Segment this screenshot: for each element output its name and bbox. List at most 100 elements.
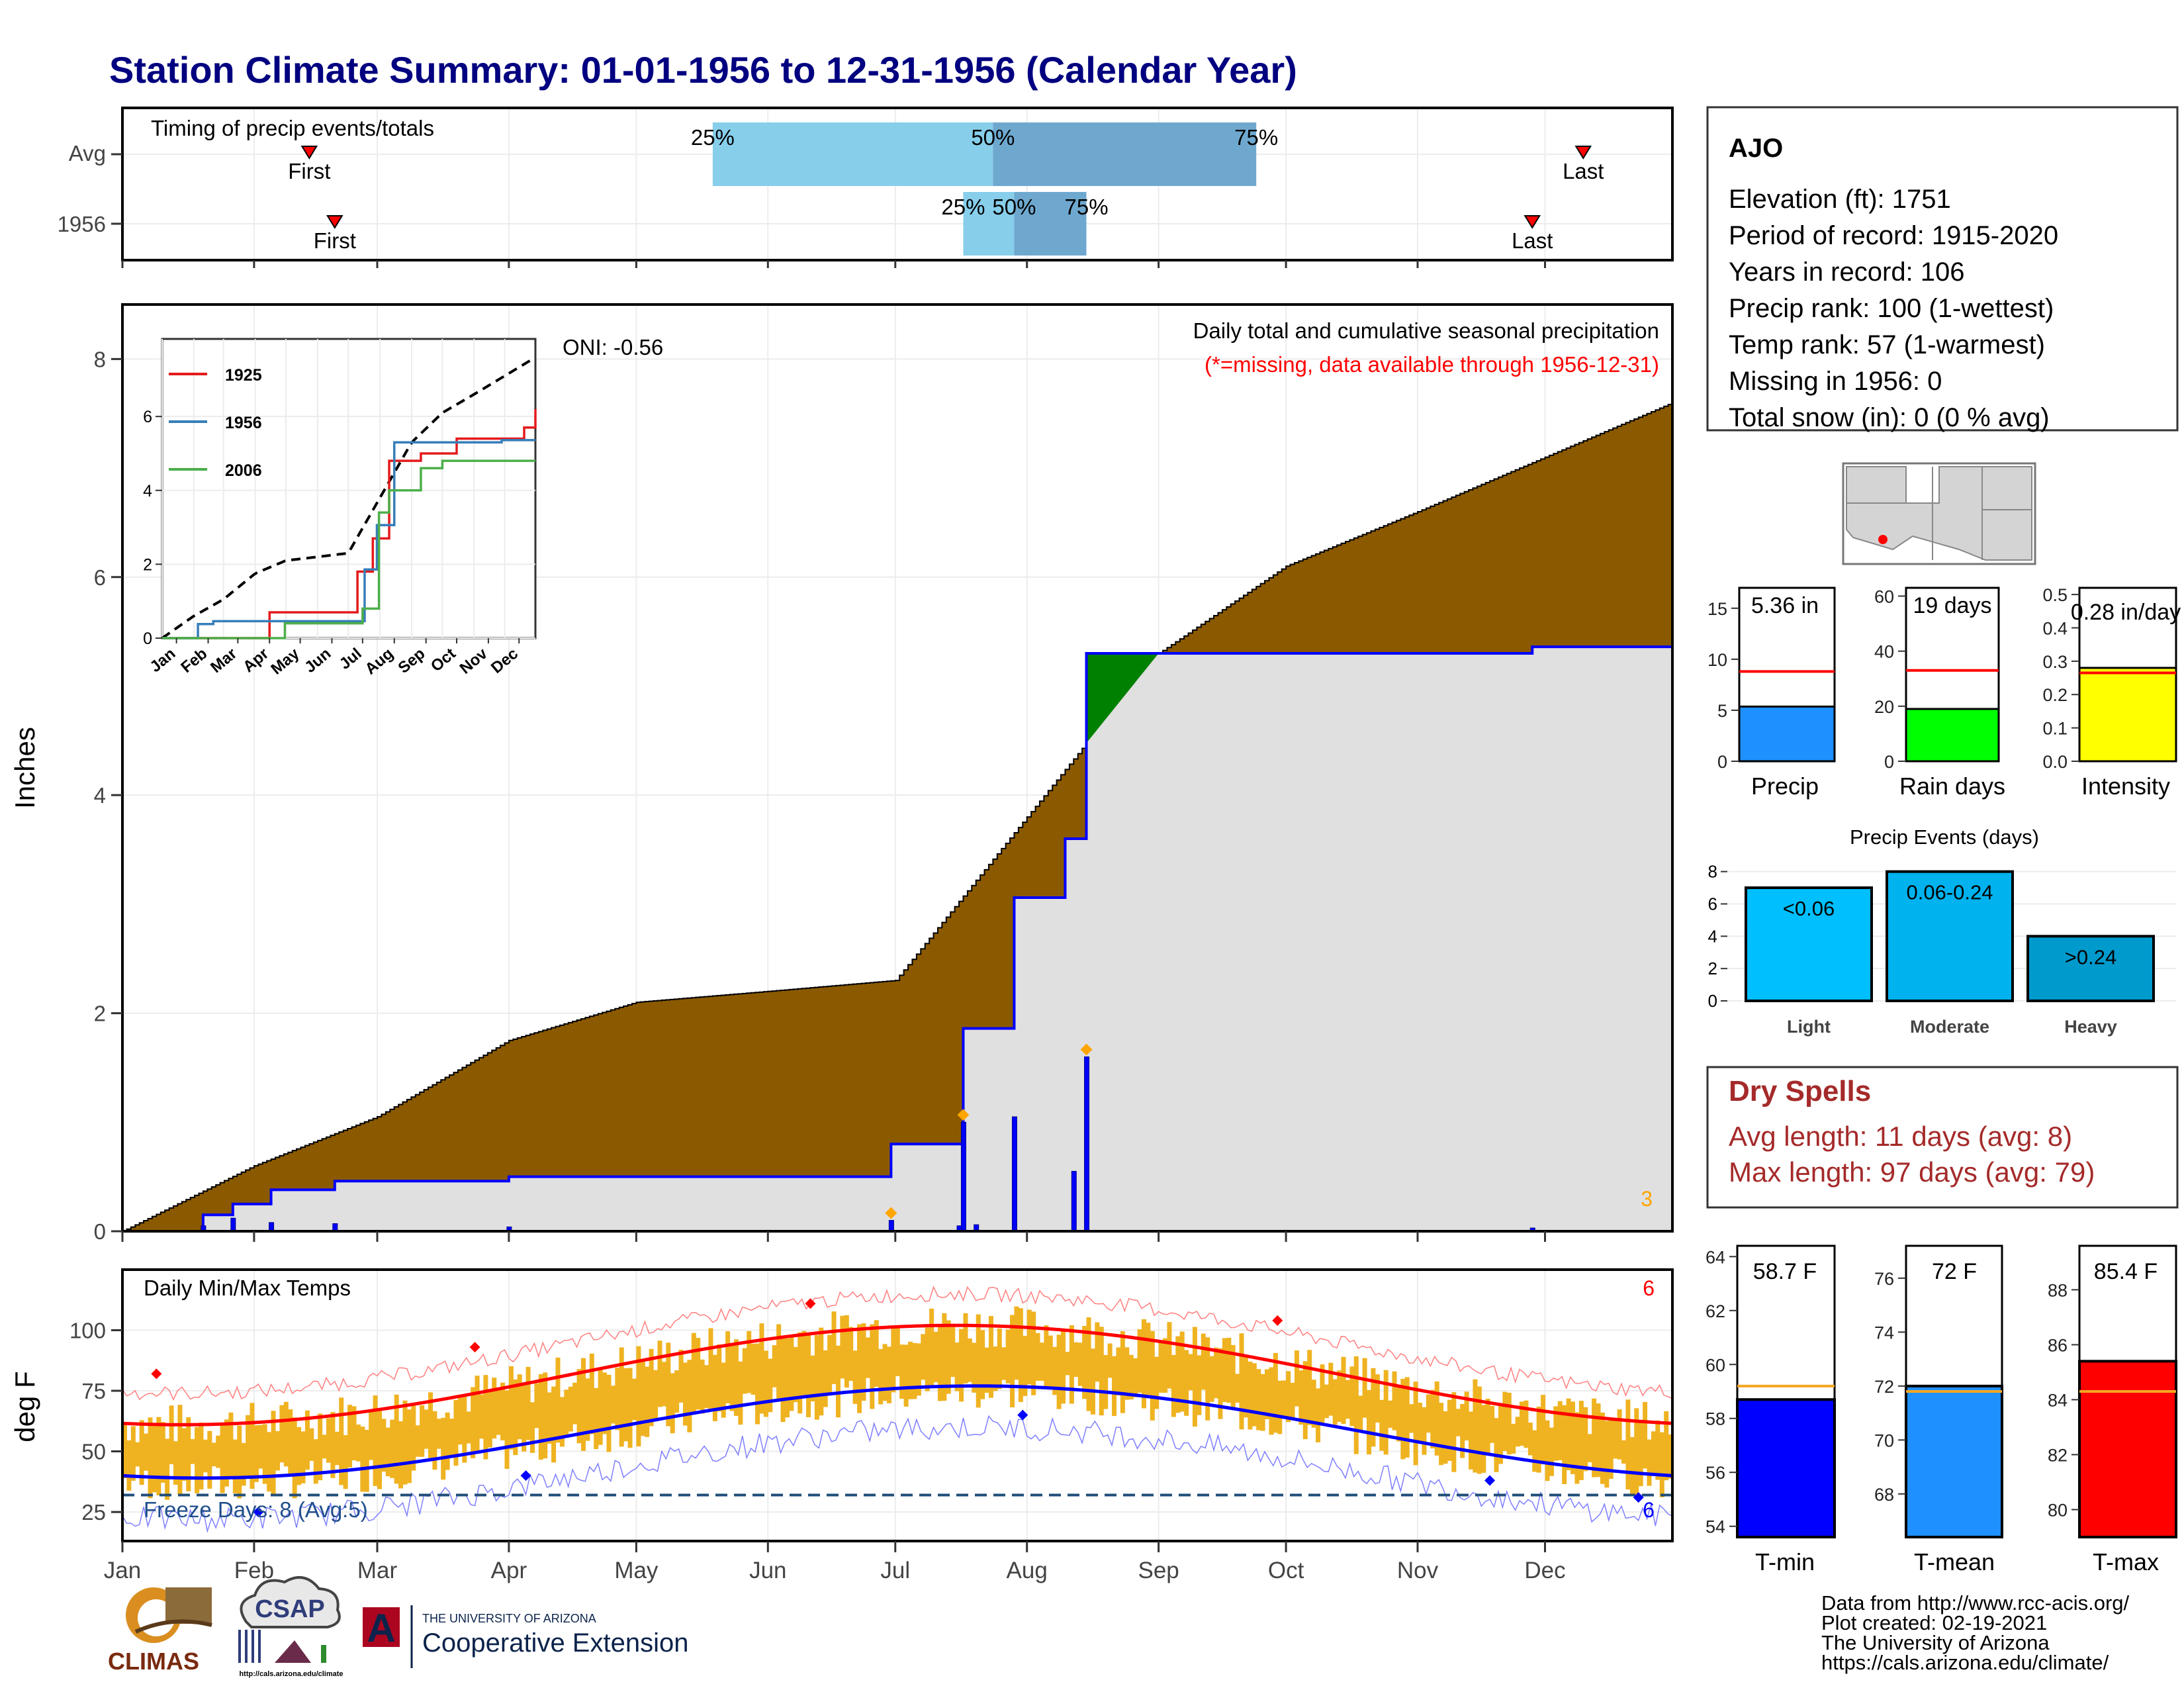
daily-temp-range-bar <box>492 1378 497 1439</box>
inset-xtick-label: Feb <box>177 645 210 677</box>
daily-temp-range-bar <box>712 1354 717 1421</box>
inset-series-line <box>162 409 537 639</box>
daily-temp-range-bar <box>848 1327 854 1382</box>
precip-annotation-missing: (*=missing, data available through 1956-… <box>1205 352 1659 377</box>
daily-temp-range-bar <box>682 1362 688 1426</box>
mini-bar-ytick-label: 5 <box>1717 701 1727 721</box>
daily-temp-range-bar <box>135 1442 140 1467</box>
daily-temp-range-bar <box>1103 1354 1109 1409</box>
inset-xtick-label: May <box>267 644 303 678</box>
daily-temp-range-bar <box>1511 1423 1516 1454</box>
timing-label: Timing of precip events/totals <box>151 116 434 140</box>
csap-logo: CSAP http://cals.arizona.edu/climate <box>238 1576 343 1678</box>
daily-temp-range-bar <box>1367 1389 1372 1455</box>
daily-temp-range-bar <box>432 1411 437 1470</box>
daily-temp-range-bar <box>160 1422 165 1483</box>
page-title: Station Climate Summary: 01-01-1956 to 1… <box>109 49 1297 91</box>
daily-temp-range-bar <box>980 1330 985 1399</box>
daily-precip-bar <box>888 1220 894 1232</box>
oni-label: ONI: -0.56 <box>563 335 663 359</box>
daily-temp-range-bar <box>742 1348 747 1394</box>
timing-first-label: First <box>314 228 356 253</box>
timing-row-avg-label: Avg <box>69 141 106 165</box>
daily-temp-range-bar <box>580 1358 586 1451</box>
precip-corner-count: 3 <box>1641 1187 1653 1211</box>
daily-temp-range-bar <box>1005 1329 1011 1383</box>
daily-temp-range-bar <box>1655 1420 1661 1480</box>
daily-temp-range-bar <box>576 1369 582 1444</box>
daily-temp-range-bar <box>377 1410 383 1489</box>
temp-panel: 25 50 75 100 deg F Daily Min/Max Temps Free… <box>9 1268 1674 1542</box>
precip-events-bar <box>1886 870 2014 1002</box>
daily-temp-range-bar <box>1383 1370 1388 1455</box>
daily-temp-range-bar <box>1061 1329 1066 1404</box>
daily-temp-range-bar <box>364 1429 369 1492</box>
daily-temp-range-bar <box>1260 1374 1265 1431</box>
daily-temp-range-bar <box>334 1431 340 1466</box>
mini-bar-value-label: 0.28 in/day <box>2071 600 2181 625</box>
mini-bar-ytick-label: 0.4 <box>2042 618 2068 638</box>
daily-temp-range-bar <box>394 1394 399 1484</box>
daily-temp-range-bar <box>725 1331 731 1403</box>
record-low-marker <box>1633 1492 1644 1503</box>
inset-ytick-label: 2 <box>143 555 152 574</box>
daily-temp-range-bar <box>1455 1409 1461 1436</box>
daily-temp-range-bar <box>1634 1408 1639 1497</box>
daily-temp-range-bar <box>199 1422 204 1490</box>
daily-temp-range-bar <box>844 1315 849 1388</box>
ua-line1: THE UNIVERSITY OF ARIZONA <box>422 1612 596 1625</box>
daily-temp-range-bar <box>1358 1395 1363 1430</box>
daily-temp-range-bar <box>1578 1401 1584 1480</box>
daily-temp-range-bar <box>1294 1350 1299 1407</box>
daily-temp-range-bar <box>496 1387 501 1435</box>
daily-temp-range-bar <box>283 1401 289 1467</box>
daily-temp-range-bar <box>228 1412 234 1477</box>
temp-bar-ytick-label: 76 <box>1874 1269 1894 1289</box>
mini-bar-ytick-label: 0.2 <box>2042 685 2068 705</box>
daily-temp-range-bar <box>1311 1380 1316 1428</box>
daily-temp-range-bar <box>1409 1404 1414 1433</box>
csap-url: http://cals.arizona.edu/climate <box>239 1670 343 1678</box>
daily-temp-range-bar <box>645 1366 650 1437</box>
daily-temp-range-bar <box>1065 1352 1070 1376</box>
daily-temp-range-bar <box>1629 1436 1635 1497</box>
daily-temp-range-bar <box>572 1382 578 1425</box>
daily-temp-range-bar <box>195 1427 200 1493</box>
notable-event-marker <box>957 1109 970 1121</box>
daily-temp-range-bar <box>1664 1411 1669 1481</box>
daily-temp-range-bar <box>253 1425 259 1482</box>
daily-temp-range-bar <box>504 1390 510 1469</box>
daily-temp-range-bar <box>1434 1382 1439 1456</box>
daily-temp-range-bar <box>385 1427 390 1477</box>
daily-temp-range-bar <box>789 1336 794 1411</box>
daily-temp-range-bar <box>819 1327 824 1416</box>
daily-temp-range-bar <box>1549 1427 1554 1476</box>
daily-temp-range-bar <box>1647 1439 1652 1486</box>
precip-events-ytick-label: 6 <box>1708 894 1717 914</box>
daily-temp-range-bar <box>1298 1370 1304 1425</box>
station-line-period: Period of record: 1915-2020 <box>1729 221 2058 250</box>
daily-temp-range-bar <box>1154 1356 1160 1409</box>
precip-events-bar-label: 0.06-0.24 <box>1907 881 1993 904</box>
daily-temp-range-bar <box>1281 1380 1287 1419</box>
daily-temp-range-bar <box>801 1331 807 1396</box>
daily-temp-range-bar <box>538 1374 543 1460</box>
year-cumulative-line <box>122 645 1672 1233</box>
daily-temp-range-bar <box>1439 1403 1444 1466</box>
daily-temp-range-bar <box>478 1394 484 1439</box>
inset-legend-label: 1956 <box>225 414 262 432</box>
temp-bar-value <box>2078 1360 2177 1538</box>
daily-temp-range-bar <box>130 1426 136 1481</box>
daily-temp-range-bar <box>1536 1406 1541 1473</box>
daily-temp-range-bar <box>835 1345 841 1418</box>
ua-line2: Cooperative Extension <box>422 1628 688 1658</box>
temp-ytick-label: 75 <box>81 1379 106 1403</box>
daily-temp-range-bar <box>857 1324 862 1413</box>
daily-temp-range-bar <box>1158 1340 1163 1393</box>
daily-temp-range-bar <box>687 1360 692 1432</box>
station-location-marker <box>1878 535 1888 544</box>
daily-temp-range-bar <box>636 1346 641 1447</box>
daily-temp-range-bar <box>717 1344 722 1412</box>
temp-bar-value <box>1736 1398 1836 1538</box>
